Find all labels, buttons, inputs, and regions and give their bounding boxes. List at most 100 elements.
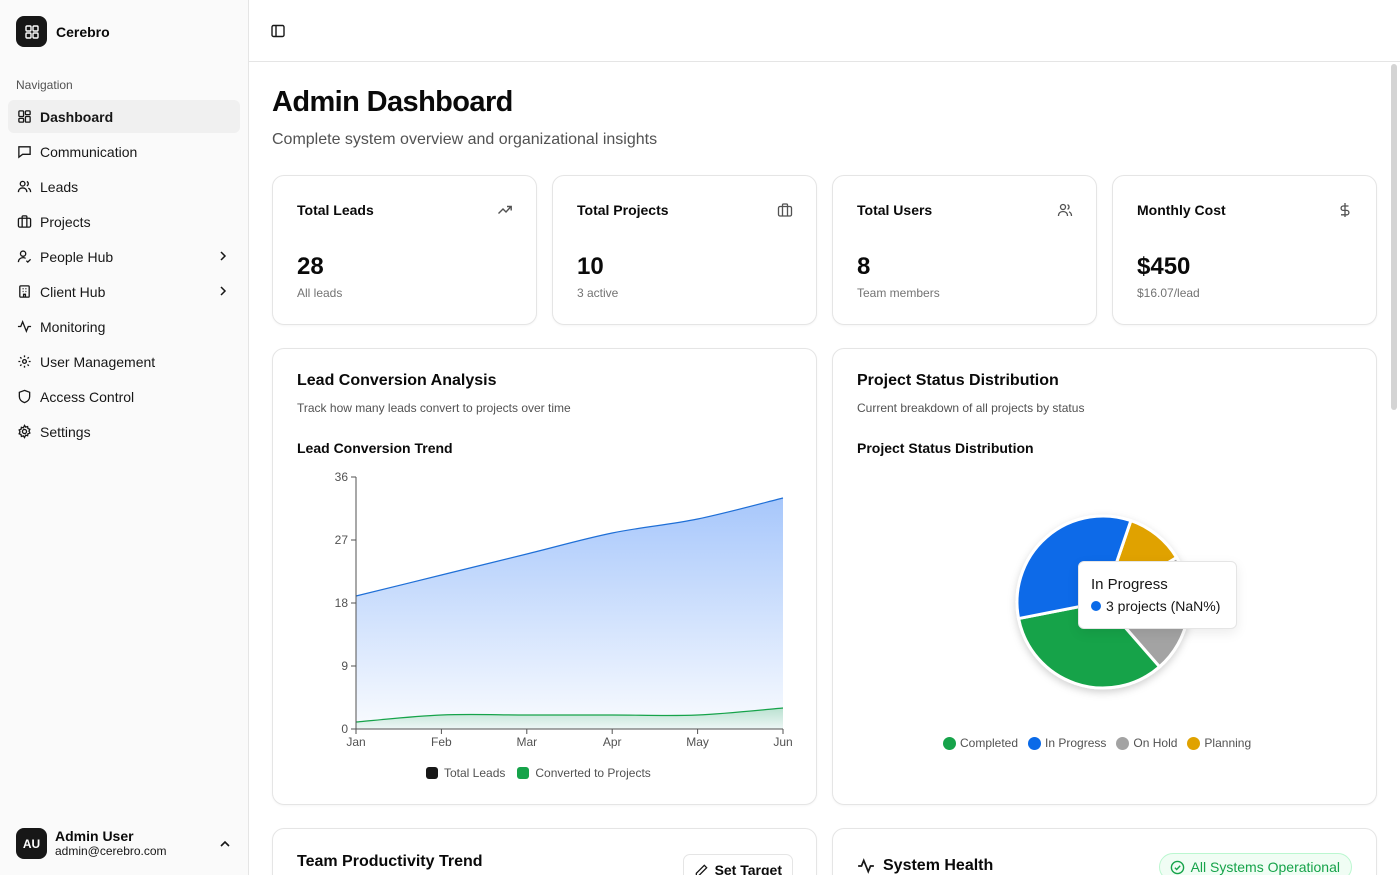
stat-title: Total Users bbox=[857, 202, 933, 218]
sidebar-item-access-control[interactable]: Access Control bbox=[8, 380, 240, 413]
chevron-right-icon bbox=[216, 249, 230, 263]
y-tick-label: 0 bbox=[341, 722, 348, 736]
message-icon bbox=[16, 144, 32, 160]
card-description: Track how many leads convert to projects… bbox=[297, 401, 571, 415]
briefcase-icon bbox=[777, 202, 793, 218]
users-icon bbox=[1057, 202, 1073, 218]
x-tick-label: Mar bbox=[516, 735, 537, 749]
stat-value: $450 bbox=[1137, 253, 1191, 280]
status-badge-label: All Systems Operational bbox=[1190, 859, 1340, 875]
legend-item[interactable]: Converted to Projects bbox=[517, 766, 651, 780]
card-title: System Health bbox=[857, 857, 993, 875]
sidebar-item-dashboard[interactable]: Dashboard bbox=[8, 100, 240, 133]
sidebar-item-people-hub[interactable]: People Hub bbox=[8, 240, 240, 273]
user-name: Admin User bbox=[55, 828, 134, 844]
user-info: Admin User admin@cerebro.com bbox=[55, 828, 167, 859]
briefcase-icon bbox=[16, 214, 32, 230]
stat-sub: Team members bbox=[857, 286, 940, 300]
card-description: Current breakdown of all projects by sta… bbox=[857, 401, 1085, 415]
page-subtitle: Complete system overview and organizatio… bbox=[272, 131, 658, 148]
stat-value: 10 bbox=[577, 253, 604, 280]
cerebro-logo-icon bbox=[16, 16, 47, 47]
stat-sub: $16.07/lead bbox=[1137, 286, 1200, 300]
chart-tooltip: In Progress 3 projects (NaN%) bbox=[1078, 561, 1237, 629]
sidebar-item-label: Client Hub bbox=[40, 283, 106, 300]
x-tick-label: Feb bbox=[431, 735, 452, 749]
legend-item[interactable]: Completed bbox=[943, 736, 1018, 750]
sidebar-item-monitoring[interactable]: Monitoring bbox=[8, 310, 240, 343]
legend-item[interactable]: Total Leads bbox=[426, 766, 505, 780]
legend-swatch bbox=[426, 767, 438, 779]
stat-title: Total Projects bbox=[577, 202, 669, 218]
series-line-total-leads bbox=[355, 497, 784, 597]
sidebar-item-communication[interactable]: Communication bbox=[8, 135, 240, 168]
shield-icon bbox=[16, 389, 32, 405]
gear-icon bbox=[16, 424, 32, 440]
sidebar-item-label: People Hub bbox=[40, 248, 114, 265]
check-circle-icon bbox=[1170, 860, 1184, 874]
sidebar-item-settings[interactable]: Settings bbox=[8, 415, 240, 448]
x-tick-label: Jun bbox=[773, 735, 792, 749]
sidebar-item-leads[interactable]: Leads bbox=[8, 170, 240, 203]
tooltip-text: 3 projects (NaN%) bbox=[1106, 598, 1221, 614]
tooltip-title: In Progress bbox=[1091, 576, 1168, 593]
card-title: Project Status Distribution bbox=[857, 372, 1059, 389]
sidebar-item-client-hub[interactable]: Client Hub bbox=[8, 275, 240, 308]
brand-name: Cerebro bbox=[56, 23, 110, 40]
user-check-icon bbox=[16, 249, 32, 265]
stat-card-total-leads: Total Leads 28 All leads bbox=[272, 175, 537, 325]
sidebar-item-label: Dashboard bbox=[40, 108, 114, 125]
status-chart-legend: Completed In Progress On Hold Planning bbox=[943, 736, 1261, 750]
tooltip-row: 3 projects (NaN%) bbox=[1091, 598, 1224, 614]
activity-icon bbox=[858, 858, 874, 874]
legend-label: Planning bbox=[1204, 736, 1252, 750]
sidebar-nav: Dashboard Communication Leads Projects P… bbox=[8, 100, 240, 450]
stat-card-monthly-cost: Monthly Cost $450 $16.07/lead bbox=[1112, 175, 1377, 325]
stat-sub: All leads bbox=[297, 286, 343, 300]
sidebar-item-label: Communication bbox=[40, 143, 138, 160]
stat-title: Total Leads bbox=[297, 202, 374, 218]
legend-item[interactable]: In Progress bbox=[1028, 736, 1106, 750]
sidebar: Cerebro Navigation Dashboard Communicati… bbox=[0, 0, 249, 875]
brand[interactable]: Cerebro bbox=[16, 16, 110, 47]
lead-conversion-chart: 0 9 18 27 36 Jan Feb Mar Apr May Jun bbox=[335, 470, 793, 749]
x-tick-label: May bbox=[686, 735, 709, 749]
sidebar-toggle-icon[interactable] bbox=[270, 23, 286, 39]
page-scrollbar[interactable] bbox=[1391, 64, 1397, 410]
building-icon bbox=[16, 284, 32, 300]
set-target-button[interactable]: Set Target bbox=[682, 854, 793, 875]
legend-label: On Hold bbox=[1133, 736, 1178, 750]
user-menu[interactable]: AU Admin User admin@cerebro.com bbox=[16, 828, 236, 859]
legend-swatch bbox=[943, 736, 956, 750]
y-tick-label: 18 bbox=[335, 596, 349, 610]
legend-item[interactable]: On Hold bbox=[1116, 736, 1177, 750]
series-line-converted bbox=[355, 707, 784, 723]
stat-value: 28 bbox=[297, 253, 324, 280]
avatar: AU bbox=[16, 828, 47, 859]
system-health-card: System Health All Systems Operational bbox=[832, 828, 1377, 875]
chart-title: Project Status Distribution bbox=[857, 440, 1034, 456]
sidebar-item-user-management[interactable]: User Management bbox=[8, 345, 240, 378]
team-productivity-card: Team Productivity Trend Set Target bbox=[272, 828, 817, 875]
legend-label: In Progress bbox=[1045, 736, 1107, 750]
sidebar-item-projects[interactable]: Projects bbox=[8, 205, 240, 238]
chart-title: Lead Conversion Trend bbox=[297, 440, 453, 456]
stat-sub: 3 active bbox=[577, 286, 619, 300]
sidebar-item-label: Monitoring bbox=[40, 318, 106, 335]
project-status-card: Project Status Distribution Current brea… bbox=[832, 348, 1377, 805]
y-tick-label: 9 bbox=[341, 659, 348, 673]
legend-label: Total Leads bbox=[444, 766, 506, 780]
tooltip-swatch bbox=[1091, 601, 1101, 611]
x-tick-label: Apr bbox=[603, 735, 622, 749]
pie-slice-completed bbox=[1016, 600, 1162, 690]
legend-item[interactable]: Planning bbox=[1187, 736, 1251, 750]
series-area-total-leads bbox=[356, 498, 783, 729]
y-tick-label: 27 bbox=[335, 533, 349, 547]
system-health-title: System Health bbox=[883, 857, 994, 874]
stat-value: 8 bbox=[857, 253, 871, 280]
sidebar-item-label: User Management bbox=[40, 353, 156, 370]
legend-swatch bbox=[1187, 736, 1201, 750]
card-title: Team Productivity Trend bbox=[297, 853, 483, 870]
legend-swatch bbox=[1116, 736, 1130, 750]
topbar bbox=[249, 0, 1400, 62]
